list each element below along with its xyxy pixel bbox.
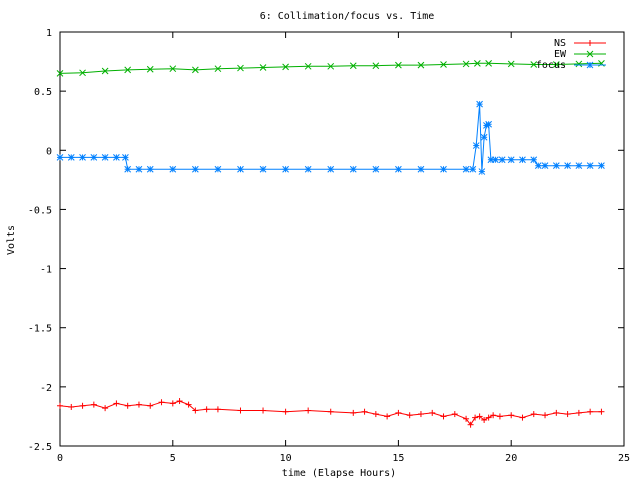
data-point-focus	[169, 165, 177, 173]
data-point-ew	[192, 66, 199, 74]
y-axis-label: Volts	[6, 225, 17, 255]
data-point-focus	[122, 154, 129, 161]
series-ns	[57, 398, 605, 428]
data-point-focus	[56, 154, 64, 161]
x-tick-label: 10	[280, 453, 292, 464]
y-tick-label: 0.5	[34, 87, 52, 98]
data-point-focus	[480, 133, 488, 141]
x-tick-label: 20	[505, 453, 517, 464]
data-point-ew	[349, 62, 357, 70]
x-tick-label: 25	[618, 453, 630, 464]
data-point-ew	[552, 61, 560, 68]
chart-title: 6: Collimation/focus vs. Time	[260, 11, 435, 22]
data-point-focus	[476, 100, 483, 108]
data-point-focus	[124, 165, 132, 173]
data-point-focus	[478, 168, 486, 175]
data-point-focus	[485, 120, 492, 128]
data-point-ew	[79, 69, 86, 77]
data-point-focus	[113, 154, 120, 161]
data-point-focus	[395, 165, 402, 173]
data-point-ew	[214, 65, 222, 73]
data-point-focus	[440, 165, 447, 173]
data-point-focus	[79, 154, 86, 161]
data-point-ew	[474, 59, 481, 67]
y-tick-label: 0	[46, 146, 52, 157]
data-point-focus	[519, 156, 526, 164]
data-point-ew	[530, 61, 538, 68]
data-point-ew	[586, 50, 594, 58]
data-point-focus	[304, 165, 312, 173]
data-point-focus	[498, 156, 506, 164]
data-point-ew	[485, 59, 492, 67]
data-point-ew	[395, 61, 402, 69]
legend-label: EW	[554, 49, 567, 60]
axis-ticks: 0 5 10 15 20 25 -2.5 -2 -1.5 -1 -0.5 0 0.5 1	[28, 28, 630, 464]
data-point-focus	[564, 162, 571, 170]
data-point-focus	[492, 156, 499, 164]
data-point-ew	[440, 61, 447, 68]
y-tick-label: -2.5	[28, 442, 52, 453]
data-point-ew	[372, 62, 380, 70]
data-point-focus	[541, 162, 549, 170]
data-point-ew	[146, 65, 154, 73]
data-point-focus	[90, 154, 98, 161]
data-point-focus	[237, 165, 244, 173]
data-point-focus	[192, 165, 199, 173]
x-tick-label: 0	[57, 453, 63, 464]
data-point-ew	[575, 60, 583, 68]
data-point-ew	[327, 62, 335, 70]
legend-label: focus	[536, 60, 566, 71]
data-point-focus	[472, 142, 480, 149]
series-ew	[56, 59, 605, 77]
data-point-focus	[469, 165, 477, 173]
data-point-ew	[124, 66, 132, 74]
y-tick-label: 1	[46, 28, 52, 39]
data-point-ew	[304, 62, 312, 70]
data-point-focus	[101, 154, 109, 161]
data-point-focus	[146, 165, 154, 173]
data-point-ew	[169, 65, 177, 73]
data-point-focus	[586, 162, 594, 170]
data-point-focus	[552, 162, 560, 170]
data-point-focus	[507, 156, 515, 164]
series-line-ew	[59, 62, 602, 74]
data-point-focus	[575, 162, 583, 170]
data-point-focus	[282, 165, 289, 173]
data-point-focus	[462, 165, 470, 173]
data-point-focus	[530, 156, 538, 164]
x-axis-label: time (Elapse Hours)	[282, 468, 396, 479]
series-layer	[56, 59, 605, 428]
plot-area-frame	[59, 31, 625, 447]
y-tick-label: -1	[40, 265, 52, 276]
y-tick-label: -0.5	[28, 205, 52, 216]
data-point-focus	[259, 165, 267, 173]
data-point-focus	[598, 162, 605, 170]
data-point-ew	[417, 61, 425, 69]
data-point-focus	[417, 165, 425, 173]
y-tick-label: -2	[40, 383, 52, 394]
x-tick-label: 5	[170, 453, 176, 464]
series-focus	[56, 100, 605, 175]
data-point-ew	[259, 64, 267, 71]
data-point-focus	[372, 165, 380, 173]
data-point-ew	[101, 67, 109, 75]
data-point-focus	[349, 165, 357, 173]
data-point-ew	[56, 70, 64, 77]
data-point-focus	[214, 165, 222, 173]
data-point-ew	[462, 60, 470, 68]
x-tick-label: 15	[392, 453, 404, 464]
data-point-focus	[135, 165, 143, 173]
legend-label: NS	[554, 38, 566, 49]
data-point-focus	[67, 154, 75, 161]
data-point-ew	[282, 63, 289, 71]
data-point-focus	[327, 165, 335, 173]
data-point-ew	[507, 60, 515, 68]
data-point-focus	[586, 61, 594, 69]
data-point-ew	[237, 64, 244, 72]
data-point-focus	[534, 162, 542, 170]
y-tick-label: -1.5	[28, 324, 52, 335]
